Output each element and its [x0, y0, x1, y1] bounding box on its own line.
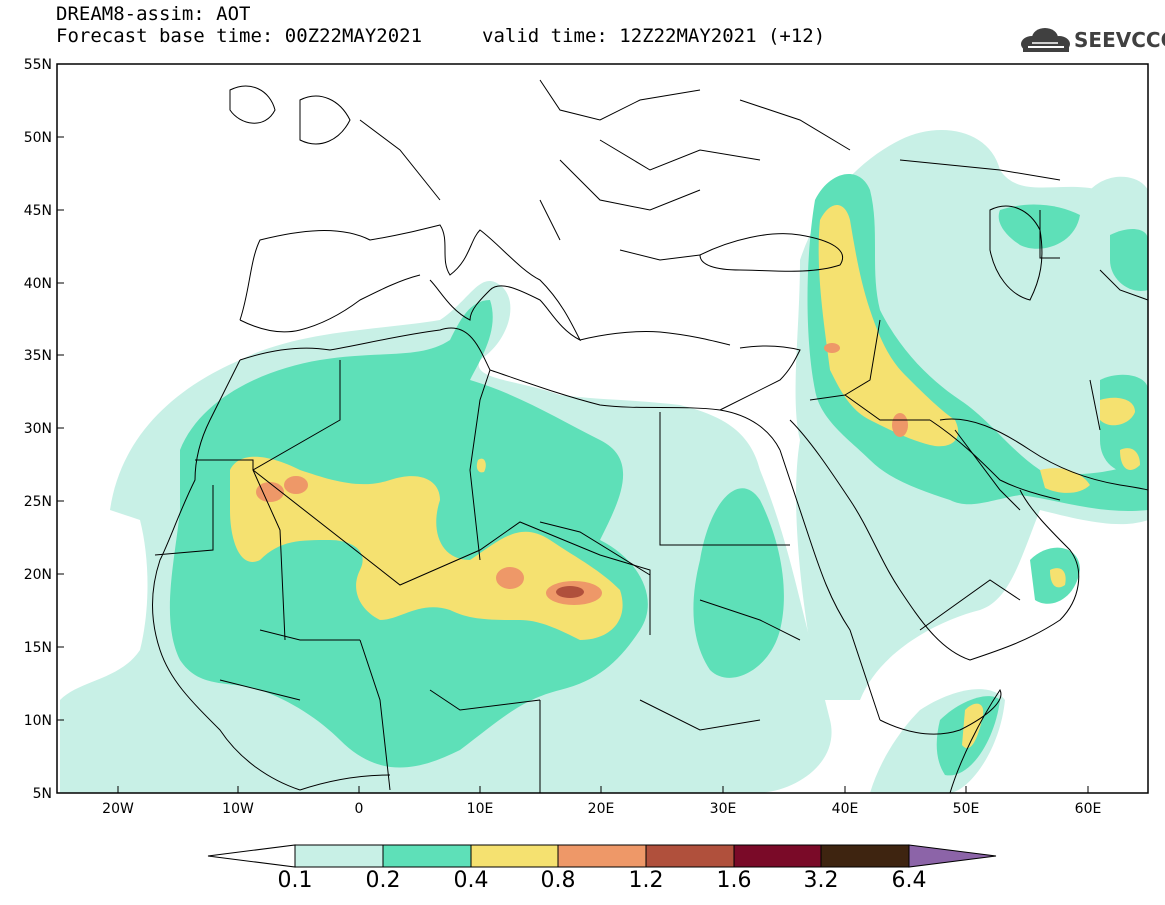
- lat-label-10n: 10N: [24, 713, 52, 729]
- colorbar-label-1: 0.2: [365, 868, 401, 893]
- aot-level-1-2: [556, 586, 584, 598]
- colorbar-label-7: 6.4: [891, 868, 927, 893]
- colorbar-label-2: 0.4: [453, 868, 489, 893]
- lat-label-45n: 45N: [24, 203, 52, 219]
- colorbar-swatch-4: [645, 844, 735, 868]
- lat-label-5n: 5N: [33, 786, 52, 802]
- lon-label-10e: 10E: [467, 801, 494, 817]
- colorbar-swatch-0: [294, 844, 384, 868]
- lon-label-30e: 30E: [710, 801, 737, 817]
- logo-text: SEEVCCC: [1074, 28, 1165, 52]
- colorbar: [207, 844, 997, 868]
- lon-label-20e: 20E: [588, 801, 615, 817]
- colorbar-swatch-3: [557, 844, 647, 868]
- latitude-axis: 55N 50N 45N 40N 35N 30N 25N 20N 15N 10N …: [24, 57, 64, 802]
- lat-label-20n: 20N: [24, 567, 52, 583]
- lon-label-20w: 20W: [102, 801, 134, 817]
- lat-label-30n: 30N: [24, 421, 52, 437]
- lat-label-15n: 15N: [24, 640, 52, 656]
- lon-label-10w: 10W: [222, 801, 254, 817]
- colorbar-swatch-1: [382, 844, 472, 868]
- colorbar-label-6: 3.2: [803, 868, 839, 893]
- lat-label-50n: 50N: [24, 130, 52, 146]
- lon-label-60e: 60E: [1075, 801, 1102, 817]
- lon-label-0: 0: [355, 801, 364, 817]
- aot-field: [60, 130, 1148, 793]
- colorbar-swatch-2: [470, 844, 559, 868]
- lon-label-40e: 40E: [832, 801, 859, 817]
- lat-label-40n: 40N: [24, 276, 52, 292]
- longitude-axis: 20W 10W 0 10E 20E 30E 40E 50E 60E: [102, 786, 1101, 817]
- colorbar-swatch-6: [820, 844, 910, 868]
- colorbar-label-0: 0.1: [277, 868, 313, 893]
- seevccc-logo: SEEVCCC: [1018, 26, 1165, 54]
- valid-time: valid time: 12Z22MAY2021 (+12): [482, 25, 826, 47]
- colorbar-low-arrow: [207, 844, 296, 868]
- lon-label-50e: 50E: [953, 801, 980, 817]
- colorbar-label-5: 1.6: [716, 868, 752, 893]
- colorbar-high-arrow: [908, 844, 997, 868]
- colorbar-label-4: 1.2: [628, 868, 664, 893]
- map-title: DREAM8-assim: AOT: [56, 3, 251, 25]
- colorbar-label-3: 0.8: [540, 868, 576, 893]
- lat-label-55n: 55N: [24, 57, 52, 73]
- lat-label-35n: 35N: [24, 348, 52, 364]
- forecast-base-time: Forecast base time: 00Z22MAY2021: [56, 25, 423, 47]
- cloud-icon: [1021, 28, 1070, 52]
- lat-label-25n: 25N: [24, 494, 52, 510]
- coastlines-and-borders: [152, 79, 1148, 793]
- colorbar-swatch-5: [733, 844, 822, 868]
